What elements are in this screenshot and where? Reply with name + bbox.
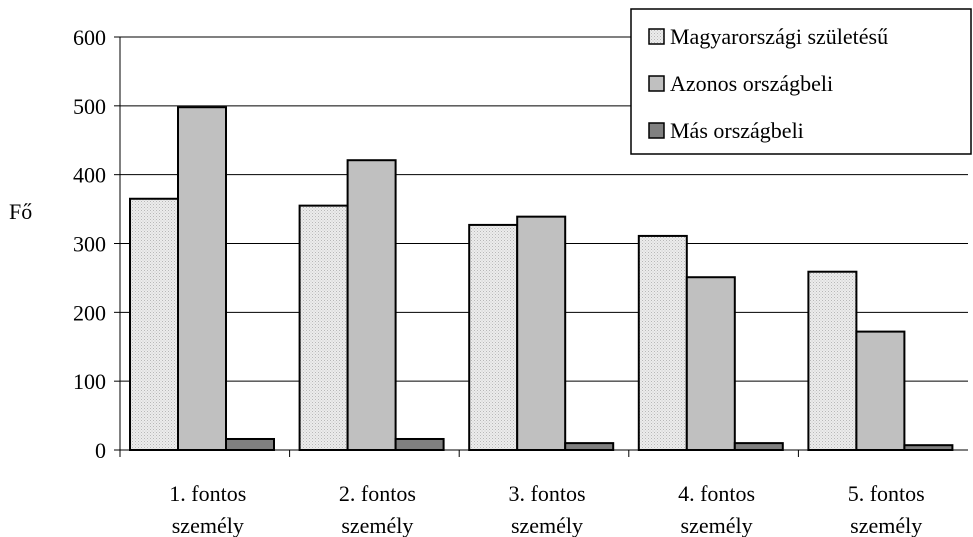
- bar: [130, 199, 178, 450]
- x-tick-label: 1. fontos: [169, 481, 246, 506]
- legend-swatch: [649, 76, 664, 91]
- x-tick-label: személy: [172, 513, 244, 537]
- bar: [808, 272, 856, 450]
- legend-label: Magyarországi születésű: [670, 24, 888, 49]
- y-tick-label: 400: [73, 163, 106, 188]
- x-tick-label: személy: [341, 513, 413, 537]
- x-tick-label: 2. fontos: [339, 481, 416, 506]
- legend-label: Azonos országbeli: [670, 71, 833, 96]
- y-axis-title: Fő: [9, 199, 32, 224]
- x-tick-label: 4. fontos: [678, 481, 755, 506]
- bar: [517, 217, 565, 450]
- bar: [178, 107, 226, 450]
- bar: [856, 332, 904, 450]
- bar: [687, 277, 735, 450]
- bars: [130, 107, 952, 450]
- bar: [348, 160, 396, 450]
- x-tick-label: személy: [681, 513, 753, 537]
- legend-swatch: [649, 29, 664, 44]
- legend: Magyarországi születésű Azonos országbeli…: [631, 9, 971, 154]
- y-tick-label: 600: [73, 25, 106, 50]
- x-tick-label: 5. fontos: [848, 481, 925, 506]
- x-tick-label: személy: [850, 513, 922, 537]
- bar: [904, 445, 952, 450]
- y-tick-label: 100: [73, 369, 106, 394]
- bar: [639, 236, 687, 450]
- bar: [226, 439, 274, 450]
- legend-label: Más országbeli: [670, 118, 804, 143]
- bar: [396, 439, 444, 450]
- legend-swatch: [649, 123, 664, 138]
- bar: [735, 443, 783, 450]
- y-tick-label: 500: [73, 94, 106, 119]
- x-tick-label: személy: [511, 513, 583, 537]
- y-tick-label: 0: [95, 438, 106, 463]
- bar: [469, 225, 517, 450]
- y-tick-label: 200: [73, 300, 106, 325]
- x-tick-label: 3. fontos: [509, 481, 586, 506]
- bar: [565, 443, 613, 450]
- y-tick-label: 300: [73, 232, 106, 257]
- bar: [300, 206, 348, 450]
